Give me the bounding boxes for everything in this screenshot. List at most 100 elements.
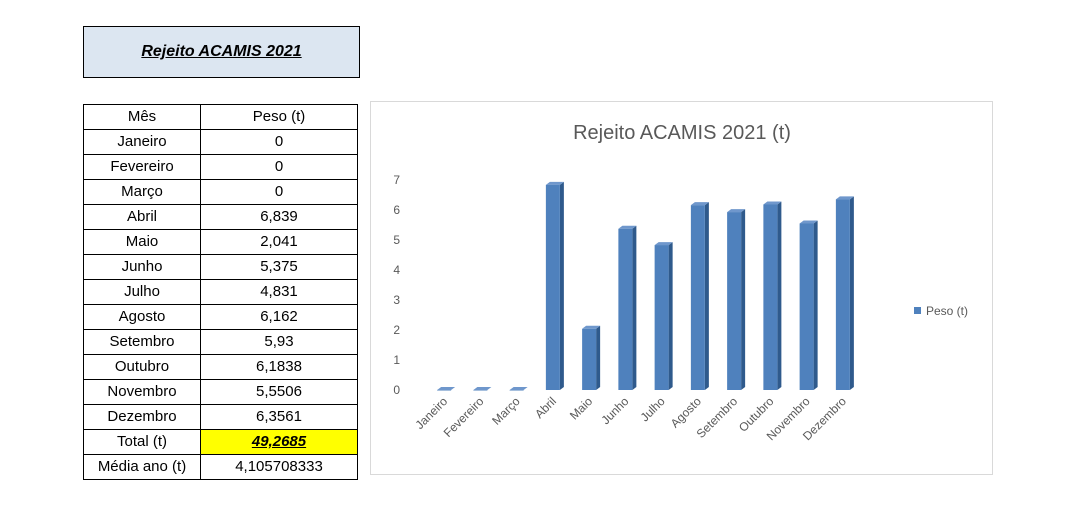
month-cell: Junho: [83, 254, 201, 280]
bar-side: [777, 201, 782, 390]
bar: [618, 225, 637, 390]
table-row: Janeiro 0: [83, 129, 358, 155]
month-cell: Janeiro: [83, 129, 201, 155]
month-cell: Março: [83, 179, 201, 205]
x-tick-label: Maio: [567, 394, 596, 423]
bar: [545, 181, 564, 390]
bar-top: [582, 325, 601, 329]
legend-swatch: [914, 307, 921, 314]
y-tick-label: 2: [393, 323, 400, 337]
table-row: Fevereiro 0: [83, 154, 358, 180]
month-cell: Dezembro: [83, 404, 201, 430]
bar-front: [509, 390, 524, 391]
data-table: Mês Peso (t) Janeiro 0 Fevereiro 0 Março 0 Abr…: [83, 104, 358, 480]
table-row: Novembro 5,5506: [83, 379, 358, 405]
bar-top: [835, 196, 854, 200]
weight-cell: 5,375: [200, 254, 358, 280]
table-row: Outubro 6,1838: [83, 354, 358, 380]
y-tick-label: 5: [393, 233, 400, 247]
x-tick-label: Julho: [638, 394, 668, 424]
chart-title: Rejeito ACAMIS 2021 (t): [573, 122, 791, 144]
bar: [473, 387, 492, 391]
month-cell: Maio: [83, 229, 201, 255]
legend-label: Peso (t): [926, 304, 968, 318]
bar: [799, 220, 818, 390]
column-header-month: Mês: [83, 104, 201, 130]
weight-cell: 6,1838: [200, 354, 358, 380]
bar-side: [668, 242, 673, 390]
bar-side: [559, 181, 564, 390]
bar-front: [473, 390, 488, 391]
bar-top: [437, 387, 456, 390]
bar-front: [582, 328, 597, 390]
weight-cell: 2,041: [200, 229, 358, 255]
weight-cell: 0: [200, 179, 358, 205]
bar-front: [437, 390, 452, 391]
x-tick-label: Março: [489, 394, 523, 428]
bar-front: [835, 199, 850, 390]
weight-cell: 6,162: [200, 304, 358, 330]
bar-side: [704, 202, 709, 390]
bar-side: [632, 225, 637, 390]
bar-top: [618, 225, 637, 229]
y-tick-label: 4: [393, 263, 400, 277]
x-tick-label: Junho: [598, 394, 631, 427]
month-cell: Agosto: [83, 304, 201, 330]
bar-side: [849, 196, 854, 390]
y-tick-label: 0: [393, 383, 400, 397]
month-cell: Abril: [83, 204, 201, 230]
weight-cell: 6,3561: [200, 404, 358, 430]
y-tick-label: 1: [393, 353, 400, 367]
bar: [763, 201, 782, 390]
bar-side: [741, 209, 746, 390]
bar-top: [654, 242, 673, 246]
bar: [437, 387, 456, 391]
table-summary-row: Média ano (t) 4,105708333: [83, 454, 358, 480]
weight-cell: 5,5506: [200, 379, 358, 405]
weight-cell: 0: [200, 154, 358, 180]
bar-front: [545, 184, 560, 390]
bar: [654, 242, 673, 390]
bar-front: [799, 223, 814, 390]
average-label: Média ano (t): [83, 454, 201, 480]
month-cell: Fevereiro: [83, 154, 201, 180]
table-header-row: Mês Peso (t): [83, 104, 358, 130]
bar: [835, 196, 854, 390]
bar-top: [473, 387, 492, 390]
bar-front: [727, 212, 742, 390]
bar: [509, 387, 528, 391]
bar: [582, 325, 601, 390]
bar-top: [690, 202, 709, 206]
bar-side: [596, 325, 601, 390]
table-row: Setembro 5,93: [83, 329, 358, 355]
bar-top: [545, 181, 564, 185]
y-tick-label: 3: [393, 293, 400, 307]
bar-front: [763, 204, 778, 390]
bar-front: [690, 205, 705, 390]
month-cell: Novembro: [83, 379, 201, 405]
table-row: Julho 4,831: [83, 279, 358, 305]
y-tick-label: 6: [393, 203, 400, 217]
table-row: Abril 6,839: [83, 204, 358, 230]
sheet-title: Rejeito ACAMIS 2021: [83, 26, 360, 78]
bar-top: [727, 209, 746, 213]
month-cell: Setembro: [83, 329, 201, 355]
bar-side: [813, 220, 818, 390]
weight-cell: 4,831: [200, 279, 358, 305]
x-tick-label: Fevereiro: [441, 394, 487, 440]
average-value: 4,105708333: [200, 454, 358, 480]
bar: [690, 202, 709, 390]
total-value: 49,2685: [200, 429, 358, 455]
bar-front: [618, 228, 633, 390]
weight-cell: 6,839: [200, 204, 358, 230]
weight-cell: 5,93: [200, 329, 358, 355]
bar-front: [654, 245, 669, 390]
month-cell: Outubro: [83, 354, 201, 380]
total-label: Total (t): [83, 429, 201, 455]
table-row: Junho 5,375: [83, 254, 358, 280]
weight-cell: 0: [200, 129, 358, 155]
x-tick-label: Abril: [532, 394, 559, 421]
bar-top: [763, 201, 782, 205]
